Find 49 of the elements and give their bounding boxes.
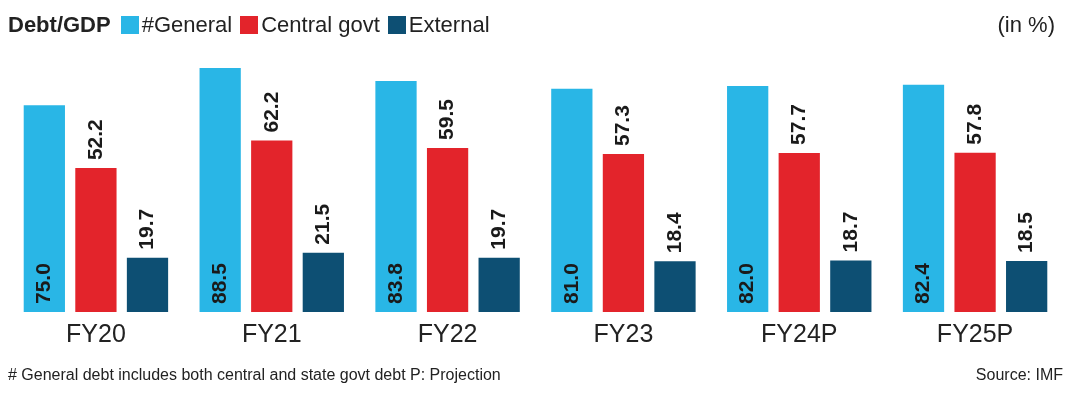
bar — [302, 252, 344, 312]
data-label: 57.7 — [786, 104, 810, 145]
y-axis-title: (in %) — [997, 12, 1055, 38]
data-label: 19.7 — [134, 208, 158, 250]
bar — [375, 80, 417, 312]
x-tick-label: FY25P — [936, 318, 1014, 347]
data-label: 57.3 — [610, 105, 634, 147]
data-label: 18.4 — [661, 212, 685, 254]
bar — [251, 140, 293, 312]
bar — [23, 105, 65, 312]
text: # General debt includes both central and state govt debt P: Projection — [8, 366, 501, 384]
bar — [478, 257, 520, 312]
data-label: 52.2 — [82, 119, 106, 161]
bar — [551, 88, 593, 312]
bar — [954, 152, 996, 312]
source-note: Source: IMF — [975, 366, 1063, 384]
x-tick-label: FY23 — [593, 318, 654, 347]
bar — [778, 152, 820, 312]
data-label: 82.0 — [734, 263, 758, 304]
bar — [830, 260, 872, 312]
data-label: 75.0 — [31, 263, 55, 304]
bar — [602, 154, 645, 312]
data-label: 18.5 — [1013, 211, 1037, 253]
bar — [426, 147, 469, 312]
chart-title: Debt/GDP — [8, 12, 111, 38]
data-label: 83.8 — [382, 262, 406, 304]
data-label: 19.7 — [485, 208, 509, 250]
data-label: 88.5 — [206, 262, 230, 304]
bar — [199, 68, 241, 312]
data-label: 18.7 — [837, 211, 861, 253]
bar — [1006, 260, 1048, 312]
legend-label: External — [408, 12, 490, 38]
bar — [75, 168, 117, 312]
data-label: 57.8 — [961, 103, 985, 145]
x-tick-label: FY24P — [761, 318, 838, 347]
data-label: 81.0 — [558, 263, 582, 304]
x-tick-label: FY20 — [66, 318, 126, 347]
data-label: 59.5 — [434, 98, 458, 140]
bar — [902, 84, 945, 312]
data-label: 82.4 — [910, 262, 934, 304]
x-tick-label: FY22 — [417, 318, 478, 347]
bar — [654, 261, 696, 312]
data-label: 62.2 — [258, 91, 282, 133]
legend-label: #General — [141, 12, 233, 38]
data-label: 21.5 — [310, 203, 334, 245]
bar — [727, 85, 769, 312]
bar — [126, 257, 169, 312]
legend-label: Central govt — [261, 12, 380, 38]
x-tick-label: FY21 — [241, 318, 302, 347]
